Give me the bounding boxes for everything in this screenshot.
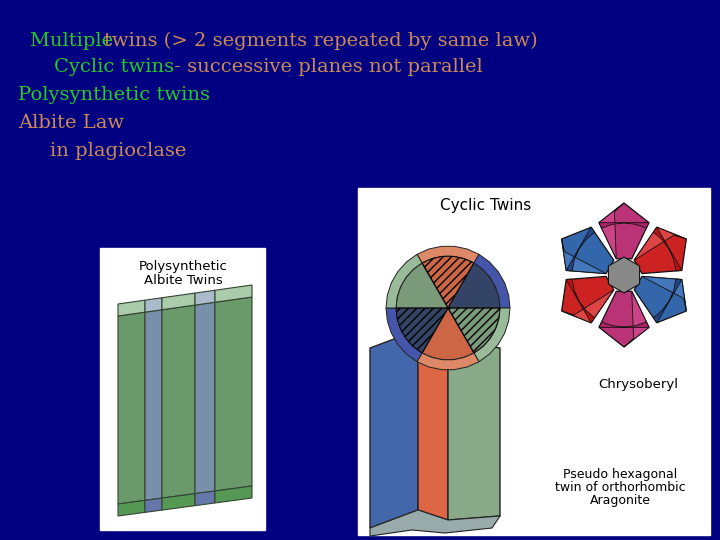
Polygon shape (118, 501, 145, 516)
Text: Albite Twins: Albite Twins (143, 274, 222, 287)
Polygon shape (417, 246, 479, 263)
Polygon shape (396, 308, 448, 353)
Text: Albite Law: Albite Law (18, 114, 124, 132)
Polygon shape (562, 227, 614, 274)
Polygon shape (566, 279, 595, 323)
Polygon shape (417, 353, 479, 370)
Polygon shape (566, 227, 595, 271)
Polygon shape (599, 291, 649, 347)
Polygon shape (145, 298, 162, 312)
Text: Cyclic Twins: Cyclic Twins (440, 198, 531, 213)
Text: Polysynthetic twins: Polysynthetic twins (18, 86, 210, 104)
Polygon shape (422, 308, 474, 360)
Polygon shape (448, 340, 500, 520)
Polygon shape (418, 330, 448, 520)
Polygon shape (145, 498, 162, 512)
Polygon shape (448, 263, 500, 308)
Polygon shape (642, 276, 686, 311)
Polygon shape (634, 227, 686, 260)
Text: Aragonite: Aragonite (590, 494, 650, 507)
Polygon shape (448, 308, 500, 353)
Polygon shape (396, 263, 448, 308)
Polygon shape (599, 322, 649, 327)
Polygon shape (195, 491, 215, 505)
FancyBboxPatch shape (100, 248, 265, 530)
Polygon shape (634, 227, 686, 274)
Text: twin of orthorhombic: twin of orthorhombic (554, 481, 685, 494)
Polygon shape (654, 279, 682, 323)
Polygon shape (370, 330, 418, 528)
Text: Cyclic twins: Cyclic twins (54, 58, 174, 76)
Polygon shape (608, 257, 639, 293)
Polygon shape (215, 486, 252, 503)
Polygon shape (145, 310, 162, 501)
Polygon shape (118, 312, 145, 504)
Polygon shape (624, 291, 649, 347)
Polygon shape (654, 227, 682, 271)
Polygon shape (162, 305, 195, 498)
Polygon shape (562, 239, 606, 274)
Polygon shape (195, 302, 215, 494)
Polygon shape (634, 276, 686, 323)
Polygon shape (386, 308, 422, 362)
Polygon shape (599, 222, 649, 228)
Text: twins (> 2 segments repeated by same law): twins (> 2 segments repeated by same law… (104, 32, 538, 50)
Polygon shape (474, 254, 510, 308)
Polygon shape (599, 203, 649, 259)
Text: Polysynthetic: Polysynthetic (138, 260, 228, 273)
Polygon shape (162, 494, 195, 510)
FancyBboxPatch shape (358, 188, 710, 535)
Text: Chrysoberyl: Chrysoberyl (598, 378, 678, 391)
Polygon shape (215, 297, 252, 491)
Text: in plagioclase: in plagioclase (50, 142, 186, 160)
Polygon shape (118, 300, 145, 316)
Text: - successive planes not parallel: - successive planes not parallel (168, 58, 482, 76)
Polygon shape (162, 293, 195, 310)
Text: Pseudo hexagonal: Pseudo hexagonal (563, 468, 677, 481)
Polygon shape (562, 290, 614, 323)
Polygon shape (562, 276, 614, 323)
Text: Multiple: Multiple (30, 32, 120, 50)
Polygon shape (195, 290, 215, 305)
Polygon shape (422, 256, 474, 308)
Polygon shape (599, 203, 624, 259)
Polygon shape (370, 510, 500, 536)
Polygon shape (474, 308, 510, 362)
Polygon shape (386, 254, 422, 308)
Polygon shape (215, 285, 252, 302)
